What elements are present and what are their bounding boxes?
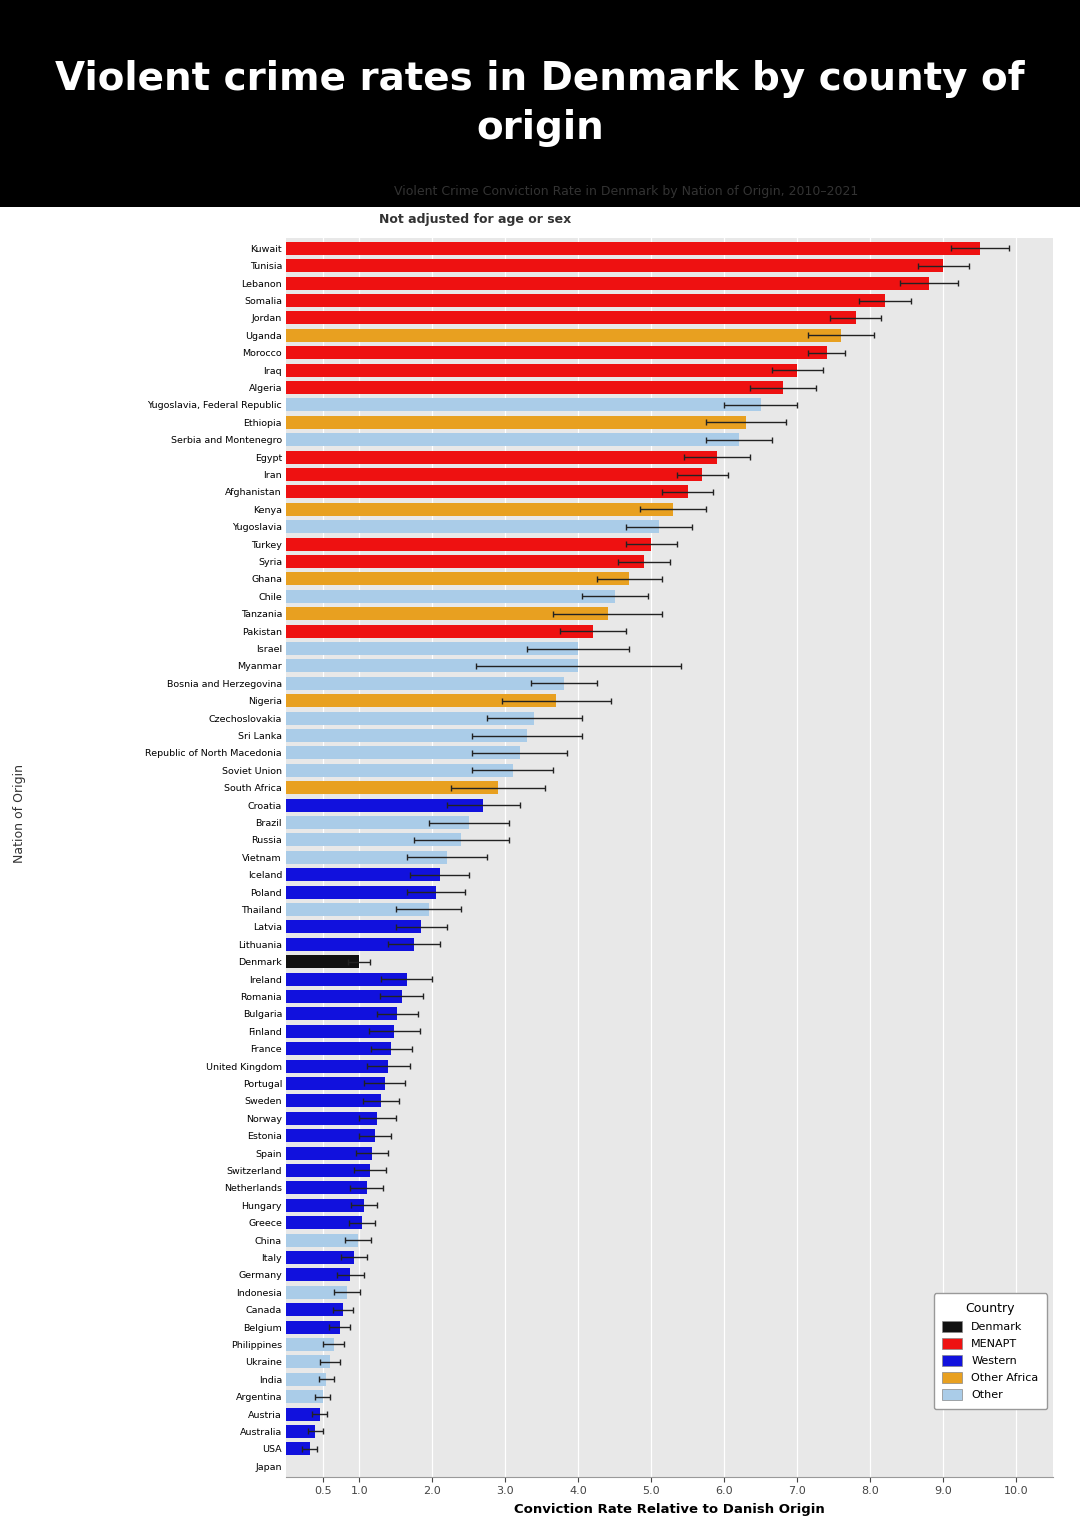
Bar: [286, 1391, 323, 1403]
Legend: Denmark, MENAPT, Western, Other Africa, Other: Denmark, MENAPT, Western, Other Africa, …: [933, 1294, 1048, 1409]
Bar: [286, 642, 578, 655]
Bar: [286, 712, 535, 725]
Bar: [286, 1320, 339, 1334]
Bar: [286, 921, 421, 933]
Bar: [286, 608, 608, 620]
Bar: [286, 347, 826, 359]
Bar: [286, 1339, 334, 1351]
Bar: [286, 520, 659, 533]
Bar: [286, 1268, 351, 1282]
Bar: [286, 381, 783, 394]
Bar: [286, 817, 469, 829]
Bar: [286, 694, 556, 708]
Bar: [286, 1443, 310, 1455]
Bar: [286, 938, 414, 950]
Bar: [286, 660, 578, 672]
Bar: [286, 243, 980, 255]
Bar: [286, 328, 841, 342]
Bar: [286, 276, 929, 290]
Bar: [286, 1251, 354, 1263]
Bar: [286, 589, 615, 603]
Bar: [286, 1130, 375, 1142]
Bar: [286, 503, 673, 516]
Bar: [286, 1234, 357, 1246]
Bar: [286, 869, 440, 881]
Bar: [286, 312, 855, 324]
Bar: [286, 1355, 330, 1368]
Bar: [286, 903, 429, 916]
Bar: [286, 746, 519, 760]
Bar: [286, 677, 564, 689]
Bar: [286, 850, 447, 864]
Bar: [286, 537, 651, 551]
Bar: [286, 781, 498, 794]
Bar: [286, 1303, 343, 1315]
Bar: [286, 955, 360, 969]
Bar: [286, 1094, 381, 1107]
Bar: [286, 259, 944, 272]
Bar: [286, 1286, 347, 1299]
Bar: [286, 1408, 320, 1420]
Bar: [286, 468, 702, 480]
Bar: [286, 1164, 370, 1177]
Bar: [286, 1025, 394, 1038]
Bar: [286, 1059, 389, 1073]
Bar: [286, 798, 484, 812]
Bar: [286, 973, 407, 985]
Text: Violent crime rates in Denmark by county of
origin: Violent crime rates in Denmark by county…: [55, 60, 1025, 147]
Bar: [286, 295, 885, 307]
Bar: [286, 729, 527, 741]
Bar: [286, 416, 746, 428]
Bar: [286, 990, 402, 1002]
Bar: [286, 1078, 384, 1090]
Bar: [286, 433, 739, 447]
X-axis label: Conviction Rate Relative to Danish Origin: Conviction Rate Relative to Danish Origi…: [514, 1503, 825, 1517]
Bar: [286, 1199, 364, 1211]
Text: Nation of Origin: Nation of Origin: [13, 764, 26, 863]
Bar: [286, 1111, 378, 1125]
Bar: [286, 1182, 366, 1194]
Bar: [286, 1147, 373, 1159]
Bar: [286, 834, 461, 846]
Bar: [286, 451, 717, 464]
Bar: [286, 1424, 315, 1438]
Bar: [286, 1372, 326, 1386]
Text: Violent Crime Conviction Rate in Denmark by Nation of Origin, 2010–2021: Violent Crime Conviction Rate in Denmark…: [394, 186, 859, 198]
Bar: [286, 886, 436, 898]
Bar: [286, 1007, 397, 1021]
Bar: [286, 364, 797, 376]
Bar: [286, 399, 761, 411]
Bar: [286, 573, 630, 585]
Bar: [286, 1042, 391, 1055]
Bar: [286, 556, 644, 568]
Text: Not adjusted for age or sex: Not adjusted for age or sex: [379, 213, 571, 226]
Bar: [286, 764, 513, 777]
Bar: [286, 485, 688, 499]
Bar: [286, 1216, 362, 1230]
Bar: [286, 625, 593, 637]
